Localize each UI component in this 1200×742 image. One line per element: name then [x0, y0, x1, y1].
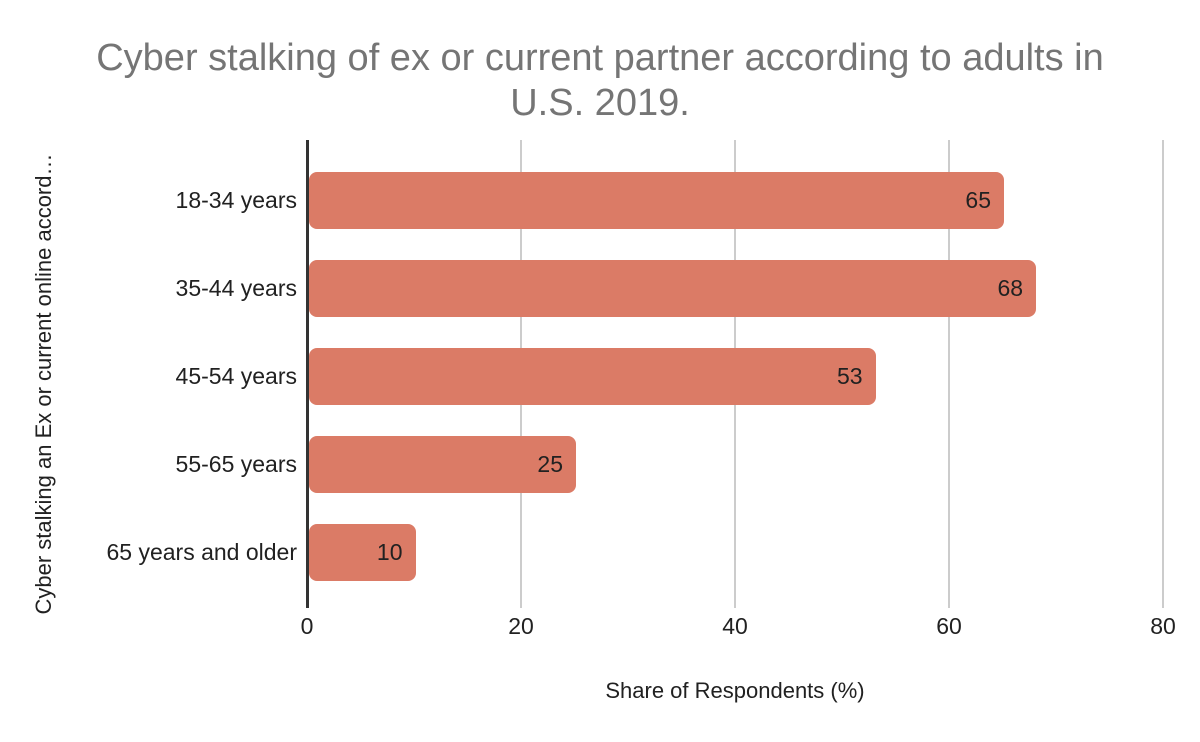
category-label: 35-44 years — [175, 275, 297, 301]
gridline-80 — [1162, 140, 1164, 608]
bar-value-label: 53 — [837, 362, 863, 389]
bar: 65 — [308, 171, 1004, 229]
bar: 68 — [308, 259, 1037, 317]
bar: 10 — [308, 523, 416, 581]
bar: 25 — [308, 435, 576, 493]
x-tick-label-80: 80 — [1150, 613, 1176, 639]
bar-value-label: 25 — [537, 450, 563, 477]
x-axis-title: Share of Respondents (%) — [605, 678, 865, 703]
chart-title-line-1: Cyber stalking of ex or current partner … — [96, 37, 1104, 79]
category-label: 55-65 years — [175, 451, 297, 477]
x-tick-label-60: 60 — [936, 613, 962, 639]
gridline-60 — [948, 140, 950, 608]
x-tick-label-40: 40 — [722, 613, 748, 639]
bar-value-label: 10 — [376, 538, 403, 565]
bar: 53 — [308, 347, 876, 405]
category-label: 65 years and older — [106, 539, 297, 565]
bar-value-label: 68 — [997, 274, 1024, 301]
chart-title: Cyber stalking of ex or current partner … — [0, 36, 1200, 126]
chart-title-line-2: U.S. 2019. — [510, 82, 690, 124]
category-label: 45-54 years — [175, 363, 297, 389]
x-tick-label-0: 0 — [300, 613, 314, 639]
bar-value-label: 65 — [965, 186, 991, 213]
category-label: 18-34 years — [175, 187, 297, 213]
x-tick-label-20: 20 — [508, 613, 534, 639]
y-axis-line — [305, 140, 309, 608]
